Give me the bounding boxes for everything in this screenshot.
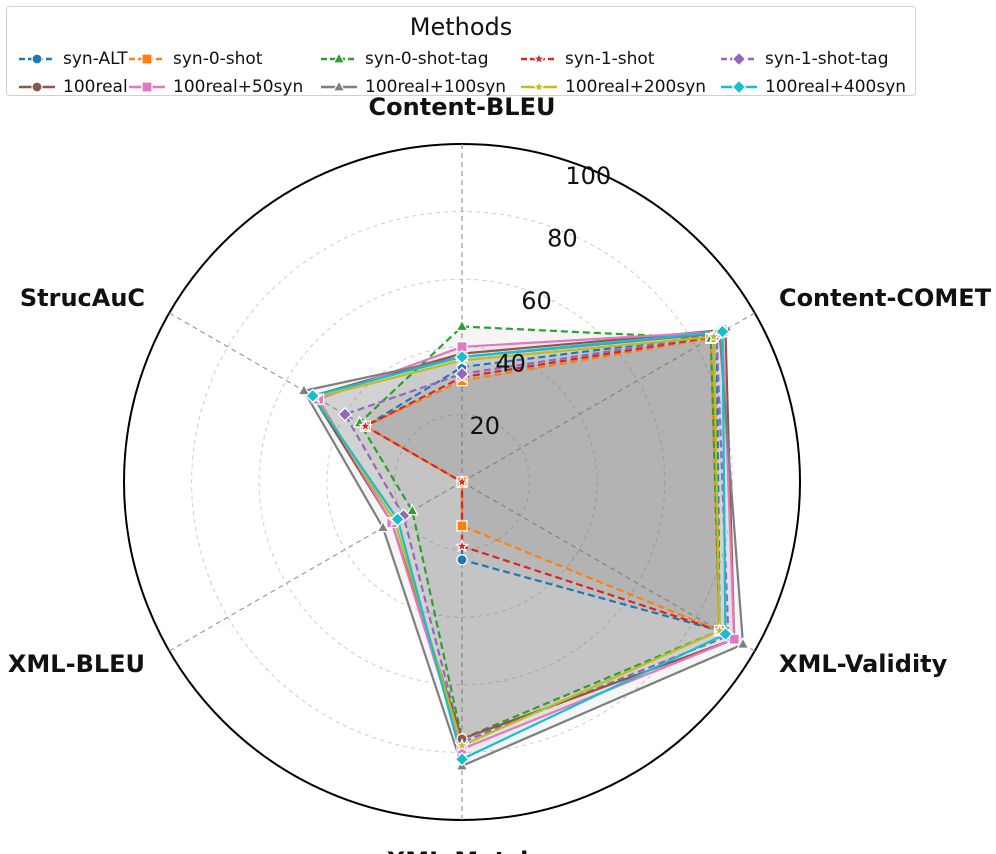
legend-entry: 100real+50syn — [127, 77, 319, 97]
series-markers — [297, 319, 750, 771]
data-point-100real-400syn — [390, 511, 405, 527]
radial-tick-label: 100 — [565, 162, 611, 190]
legend-entry: syn-0-shot-tag — [319, 49, 519, 69]
legend-entry: syn-ALT — [17, 49, 128, 69]
legend-label: 100real+400syn — [765, 77, 907, 97]
legend-entry: syn-1-shot-tag — [719, 49, 919, 69]
legend-label: syn-1-shot-tag — [765, 49, 889, 69]
legend-swatch — [129, 81, 165, 93]
legend-swatch — [19, 53, 55, 65]
series-fill-100real-200syn — [315, 336, 720, 746]
series-fill-100real-400syn — [312, 331, 726, 760]
data-point-syn-1-shot — [358, 418, 373, 433]
legend-label: syn-ALT — [63, 49, 128, 69]
axis-labels: 20 40 60 80 100 Content-BLEU Content-COMET XML-… — [8, 93, 992, 854]
axis-label: XML-Validity — [779, 650, 948, 678]
data-point-100real-100syn — [376, 520, 390, 533]
series-fill-syn-0-shot — [365, 338, 720, 631]
data-point-syn-0-shot-tag — [405, 503, 419, 516]
axis-label: XML-Match — [387, 847, 538, 854]
radial-tick-label: 80 — [547, 225, 578, 253]
legend-swatch — [521, 51, 557, 66]
legend-label: syn-0-shot-tag — [365, 49, 489, 69]
series-fills — [303, 326, 744, 766]
data-point-syn-1-shot — [454, 474, 470, 489]
legend-label: syn-1-shot — [565, 49, 655, 69]
legend-swatch-marker — [731, 51, 747, 67]
grid-ring — [326, 346, 598, 618]
data-point-100real-400syn — [454, 349, 470, 365]
series-fill-syn-1-shot-tag — [344, 334, 729, 743]
radial-grid — [123, 143, 801, 821]
legend-swatch — [129, 53, 165, 65]
legend-swatch-marker — [31, 81, 43, 93]
legend-swatch — [321, 51, 357, 64]
legend-swatch — [721, 79, 757, 95]
legend-swatch — [321, 79, 357, 92]
series-fill-syn-1-shot — [365, 336, 720, 631]
series-fill-100real — [312, 329, 735, 739]
axis-spoke — [461, 481, 756, 652]
series-fill-100real-100syn — [303, 333, 744, 766]
legend-swatch-marker — [531, 79, 547, 94]
legend-entry: 100real+200syn — [519, 77, 719, 97]
legend-entry: 100real+400syn — [719, 77, 919, 97]
legend-title: Methods — [409, 13, 513, 41]
data-point-syn-alt — [456, 554, 468, 566]
data-point-100real-400syn — [718, 626, 733, 642]
data-point-100real-200syn — [454, 737, 470, 752]
legend-entry: syn-0-shot — [127, 49, 319, 69]
data-point-100real-50syn — [728, 633, 740, 645]
series-fill-100real-50syn — [318, 331, 735, 750]
data-point-syn-0-shot — [456, 520, 468, 532]
radial-tick-label: 60 — [521, 287, 552, 315]
data-point-100real-100syn — [297, 383, 311, 396]
data-point-syn-0-shot-tag — [455, 319, 469, 332]
data-point-syn-1-shot-tag — [454, 366, 470, 382]
legend-entry: 100real+100syn — [319, 77, 519, 97]
legend-label: 100real+100syn — [365, 77, 507, 97]
legend-label: 100real+200syn — [565, 77, 707, 97]
legend-swatch-marker — [731, 79, 747, 95]
radial-tick-label: 40 — [495, 349, 526, 377]
data-point-100real-400syn — [454, 751, 470, 767]
series-fill-syn-alt — [365, 334, 720, 631]
legend-entry: syn-1-shot — [519, 49, 719, 69]
legend-swatch-marker — [332, 51, 346, 64]
legend-label: syn-0-shot — [173, 49, 263, 69]
legend-swatch — [721, 51, 757, 67]
legend-swatch-marker — [531, 51, 547, 66]
data-point-syn-1-shot-tag — [337, 407, 353, 422]
legend: Methods syn-ALT syn-0-shot syn-0-shot-tag s… — [6, 6, 917, 97]
axis-label: Content-BLEU — [369, 93, 556, 121]
legend-swatch — [521, 79, 557, 94]
radial-tick-label: 20 — [470, 412, 501, 440]
legend-swatch-marker — [332, 79, 346, 92]
legend-entry: 100real — [17, 77, 128, 97]
data-point-syn-1-shot — [454, 538, 470, 553]
axis-label: XML-BLEU — [8, 650, 145, 678]
legend-swatch-marker — [31, 53, 43, 65]
axis-label: Content-COMET — [779, 284, 992, 312]
series-fill-syn-0-shot-tag — [359, 326, 720, 739]
data-point-100real-200syn — [706, 328, 722, 343]
axis-label: StrucAuC — [20, 284, 145, 312]
legend-label: 100real+50syn — [173, 77, 304, 97]
data-point-100real-400syn — [715, 324, 730, 339]
legend-label: 100real — [63, 77, 128, 97]
data-point-100real-100syn — [736, 636, 750, 649]
legend-swatch-marker — [141, 81, 153, 93]
legend-swatch-marker — [141, 53, 153, 65]
legend-swatch — [19, 81, 55, 93]
legend-items: syn-ALT syn-0-shot syn-0-shot-tag syn-1-sho… — [17, 49, 917, 97]
data-point-100real-400syn — [305, 388, 321, 404]
